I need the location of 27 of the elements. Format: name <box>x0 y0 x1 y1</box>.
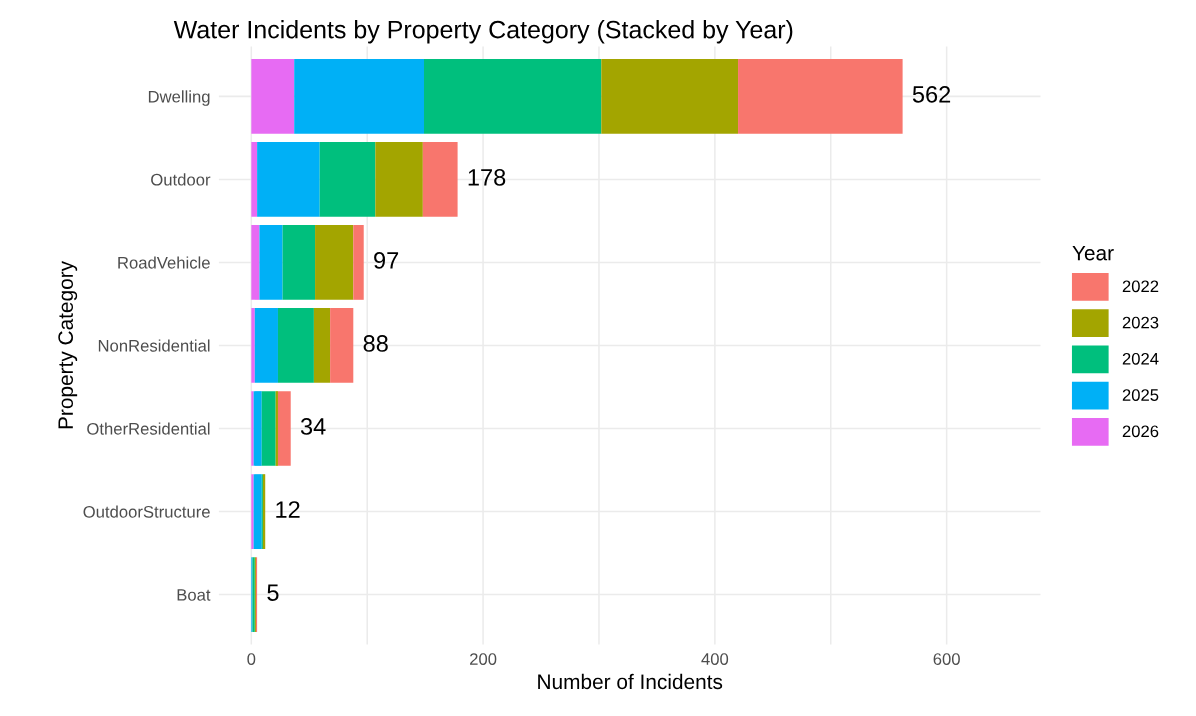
y-axis-title: Property Category <box>58 260 78 429</box>
x-tick-label: 0 <box>247 653 256 665</box>
total-label: 88 <box>363 335 388 352</box>
y-tick-label: Boat <box>177 589 211 601</box>
legend-title: Year <box>1072 245 1114 261</box>
legend-label: 2026 <box>1122 425 1159 438</box>
x-tick-label: 400 <box>701 653 729 665</box>
y-tick-label: RoadVehicle <box>118 256 210 269</box>
y-tick-label: NonResidential <box>98 339 210 352</box>
legend-label: 2024 <box>1122 352 1159 365</box>
legend-label: 2022 <box>1122 280 1159 293</box>
total-label: 562 <box>912 85 951 103</box>
x-axis-title: Number of Incidents <box>538 673 723 690</box>
total-label: 5 <box>267 584 279 601</box>
x-tick-label: 600 <box>933 653 960 665</box>
legend-label: 2025 <box>1122 389 1159 401</box>
total-label: 12 <box>276 501 300 518</box>
total-label: 178 <box>468 169 506 186</box>
legend-label: 2023 <box>1122 316 1159 329</box>
y-tick-label: Dwelling <box>148 90 210 106</box>
x-tick-label: 200 <box>470 653 497 665</box>
y-tick-label: OtherResidential <box>87 422 210 435</box>
total-label: 34 <box>300 418 326 435</box>
y-tick-label: Outdoor <box>151 173 211 186</box>
chart-title: Water Incidents by Property Category (Stacked by Year) <box>173 20 793 44</box>
total-label: 97 <box>374 252 399 269</box>
y-tick-label: OutdoorStructure <box>83 505 210 518</box>
